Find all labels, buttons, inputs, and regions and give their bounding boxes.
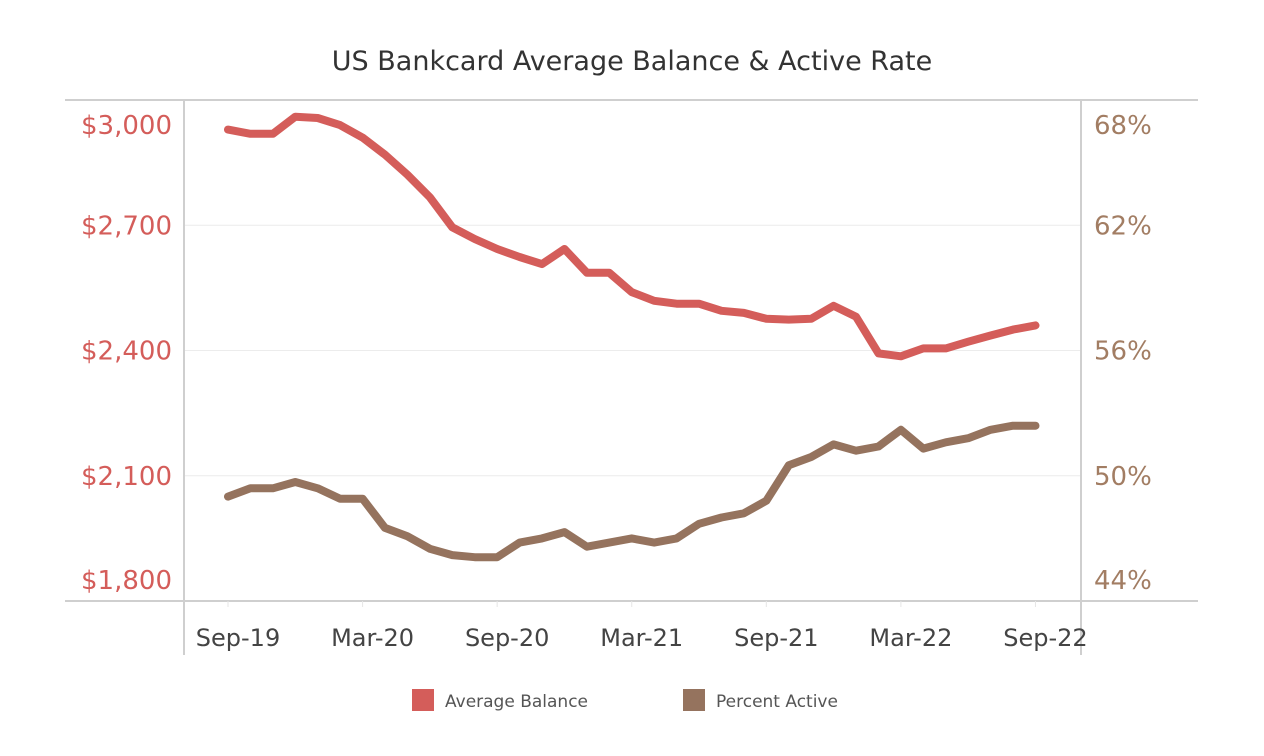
series-lines: [224, 112, 1040, 562]
y-right-tick-label: 56%: [1094, 337, 1152, 367]
x-tick-label: Sep-21: [734, 624, 818, 652]
y-left-tick-label: $2,400: [81, 337, 172, 367]
x-tick-label: Mar-22: [869, 624, 952, 652]
legend-label: Percent Active: [716, 692, 838, 712]
x-tick-label: Sep-22: [1003, 624, 1087, 652]
legend-swatch: [683, 689, 705, 711]
y-right-tick-label: 44%: [1094, 566, 1152, 596]
x-tick-label: Mar-20: [331, 624, 414, 652]
legend-swatch: [412, 689, 434, 711]
y-right-tick-label: 50%: [1094, 462, 1152, 492]
series-line-average-balance: [224, 112, 1040, 361]
x-tick-label: Sep-19: [196, 624, 280, 652]
chart-title: US Bankcard Average Balance & Active Rat…: [332, 46, 932, 77]
y-left-tick-label: $3,000: [81, 111, 172, 141]
y-right-tick-label: 62%: [1094, 211, 1152, 241]
y-left-tick-label: $1,800: [81, 566, 172, 596]
series-line-percent-active: [224, 421, 1040, 562]
legend-label: Average Balance: [445, 692, 588, 712]
x-tick-label: Mar-21: [600, 624, 683, 652]
y-right-tick-label: 68%: [1094, 111, 1152, 141]
legend: Average Balance Percent Active: [412, 689, 838, 712]
y-left-tick-label: $2,700: [81, 211, 172, 241]
y-left-tick-label: $2,100: [81, 462, 172, 492]
axes: $1,800 $2,100 $2,400 $2,700 $3,000 44% 50% 56% 6…: [65, 99, 1198, 655]
x-tick-label: Sep-20: [465, 624, 549, 652]
